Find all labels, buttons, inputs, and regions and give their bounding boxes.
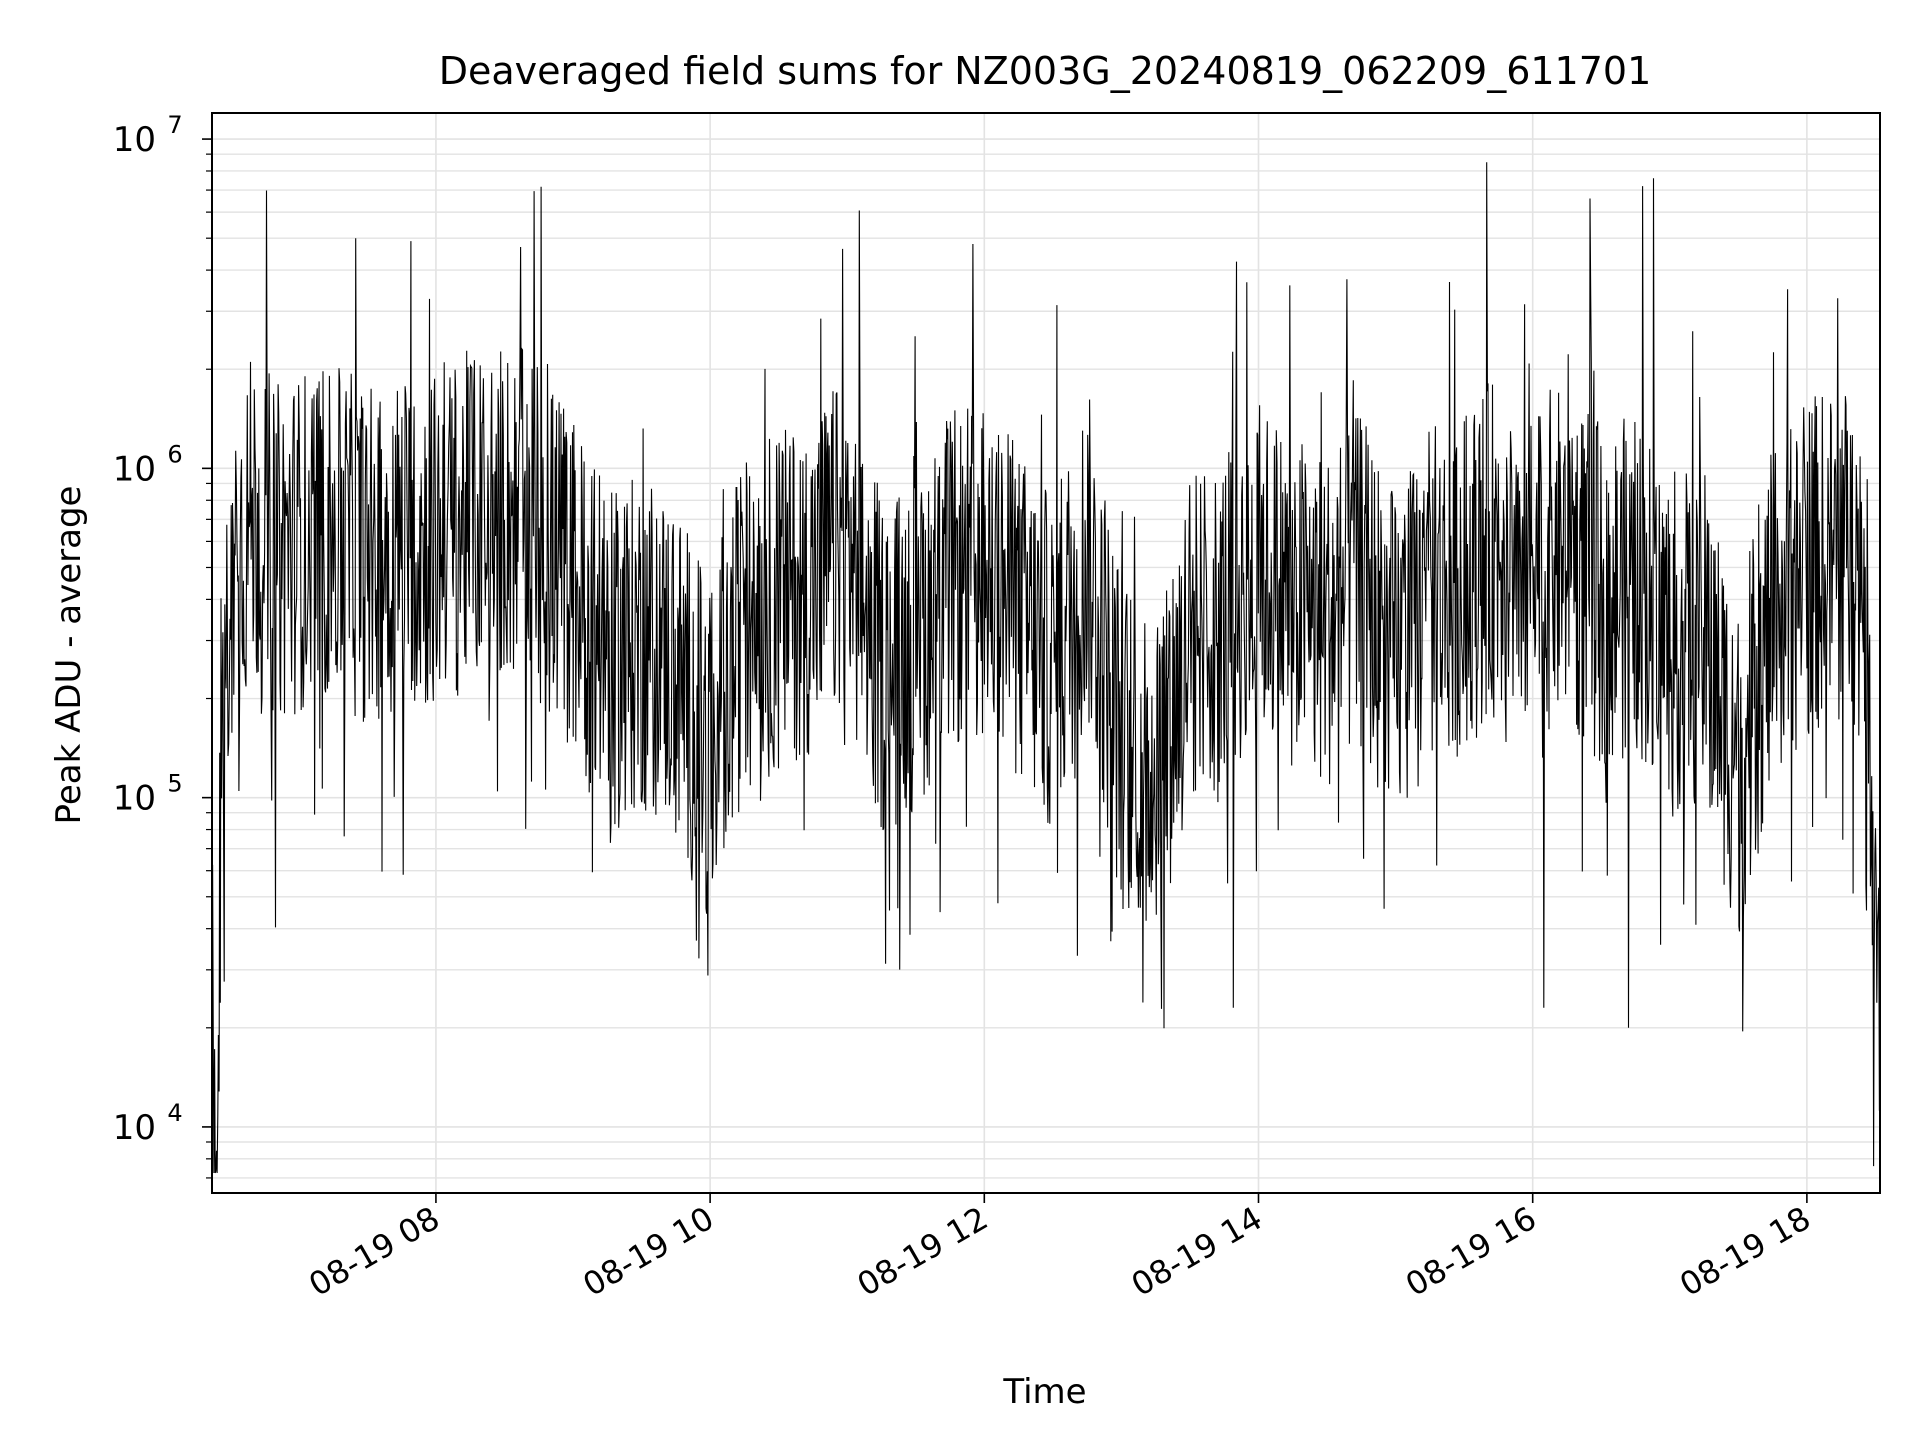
y-axis-label: Peak ADU - average — [49, 486, 89, 825]
y-tick-label: 10 — [113, 449, 156, 489]
y-tick-exponent: 6 — [167, 440, 182, 468]
chart-title: Deaveraged field sums for NZ003G_2024081… — [439, 49, 1652, 93]
y-tick-exponent: 4 — [167, 1099, 182, 1127]
y-tick-label: 10 — [113, 120, 156, 160]
y-tick-label: 10 — [113, 1108, 156, 1148]
y-tick-exponent: 7 — [167, 111, 182, 139]
y-tick-label: 10 — [113, 779, 156, 819]
series-line — [211, 162, 1881, 1174]
plot-area — [211, 162, 1881, 1174]
x-axis-label: Time — [1002, 1372, 1086, 1412]
y-tick-exponent: 5 — [167, 770, 182, 798]
axes-frame — [211, 112, 1881, 1194]
